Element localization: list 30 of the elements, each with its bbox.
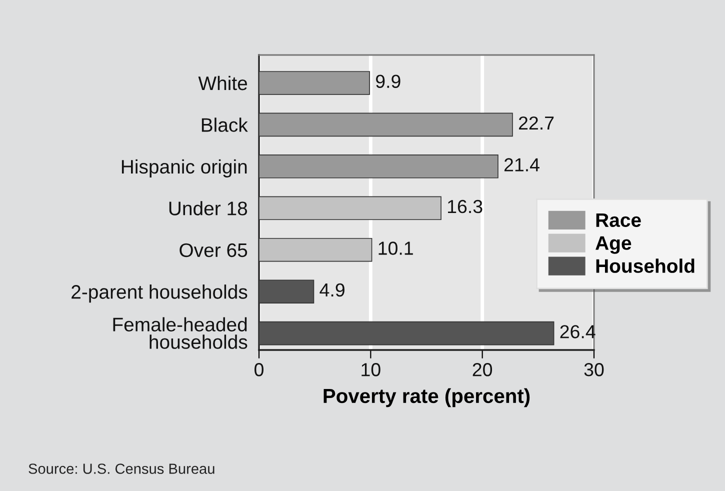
bar <box>259 196 442 220</box>
y-tick-label: 2-parent households <box>72 284 248 303</box>
data-label: 26.4 <box>560 325 596 338</box>
legend-label: Age <box>596 236 632 254</box>
y-tick-label: Black <box>202 118 248 132</box>
data-label: 10.1 <box>378 242 413 255</box>
legend-label: Race <box>596 213 641 228</box>
bar <box>259 280 314 304</box>
data-label: 22.7 <box>518 116 554 130</box>
x-tick-label: 0 <box>254 362 264 376</box>
y-tick-label: White <box>198 76 248 90</box>
y-tick-label: Female-headed households <box>113 317 248 349</box>
source-note: Source: U.S. Census Bureau <box>28 464 214 474</box>
data-label: 21.4 <box>504 158 540 172</box>
bar <box>259 112 513 137</box>
data-label: 4.9 <box>320 283 344 297</box>
bar <box>259 238 372 262</box>
x-axis-title: Poverty rate (percent) <box>324 388 530 408</box>
y-tick-label: Under 18 <box>169 201 248 216</box>
y-tick-label: Over 65 <box>180 243 248 258</box>
legend-label: Household <box>596 258 694 273</box>
data-label: 16.3 <box>448 200 482 214</box>
y-tick-label: Hispanic origin <box>122 159 247 178</box>
x-tick-label: 20 <box>472 362 492 376</box>
bar <box>259 71 370 95</box>
x-tick-label: 30 <box>584 362 604 376</box>
bar <box>259 321 554 346</box>
data-label: 9.9 <box>376 74 400 88</box>
bar <box>259 154 498 178</box>
x-tick-label: 10 <box>362 362 380 376</box>
